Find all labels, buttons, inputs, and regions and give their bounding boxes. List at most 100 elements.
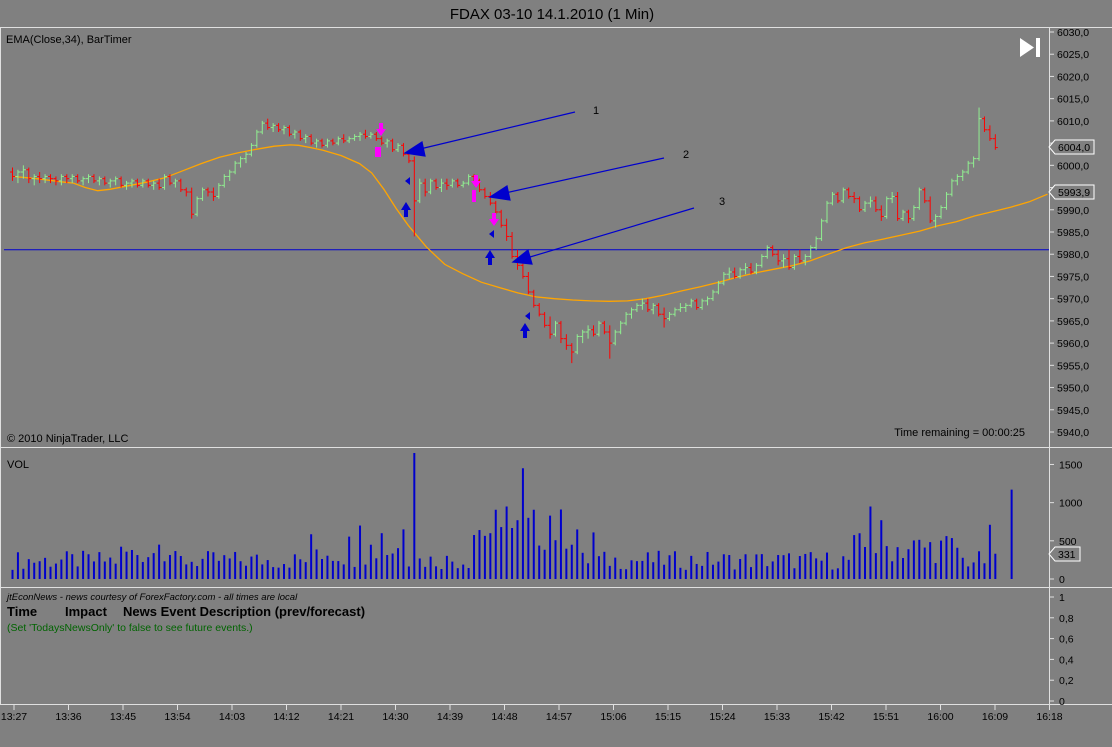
ohlc-bar: [650, 303, 656, 315]
sell-signal-icon: [376, 123, 499, 226]
ohlc-bar: [373, 132, 379, 141]
ohlc-bar: [786, 249, 792, 270]
panel-frames: [0, 27, 1112, 705]
ohlc-bar: [162, 174, 168, 190]
ohlc-bar: [428, 178, 434, 195]
ohlc-bar: [938, 205, 944, 219]
ohlc-bar: [623, 312, 629, 326]
ohlc-bar: [884, 196, 890, 219]
time-tick-label: 16:09: [982, 711, 1008, 723]
ohlc-bar: [189, 187, 195, 219]
ohlc-bar: [862, 200, 868, 212]
ohlc-bar: [172, 178, 178, 188]
ohlc-bar: [667, 312, 673, 321]
price-axis: 6030,06025,06020,06015,06010,06005,06000…: [1049, 27, 1089, 439]
ohlc-bar: [466, 174, 472, 186]
ohlc-bar: [259, 120, 265, 135]
news-header: jtEconNews - news courtesy of ForexFacto…: [5, 592, 298, 603]
svg-text:5993,9: 5993,9: [1058, 187, 1090, 199]
sell-bar-marks: [375, 147, 476, 202]
ohlc-bar: [721, 272, 727, 286]
ohlc-bar: [813, 236, 819, 250]
time-tick-label: 14:21: [328, 711, 354, 723]
time-tick-label: 14:39: [437, 711, 463, 723]
ohlc-bar: [75, 174, 81, 184]
ohlc-bar: [835, 192, 841, 204]
ohlc-bar: [498, 209, 504, 228]
ohlc-bar: [156, 178, 162, 190]
ohlc-bar: [536, 303, 542, 317]
ohlc-bar: [335, 136, 341, 146]
ohlc-bar: [91, 174, 97, 184]
ohlc-bar: [618, 320, 624, 335]
skip-forward-icon[interactable]: [1020, 38, 1040, 57]
indicator-label: EMA(Close,34), BarTimer: [6, 34, 132, 46]
price-tick-label: 5945,0: [1057, 405, 1089, 417]
price-tick-label: 5950,0: [1057, 383, 1089, 395]
ohlc-bar: [819, 218, 825, 241]
time-tick-label: 14:30: [382, 711, 408, 723]
ohlc-bar: [308, 134, 314, 146]
last-volume-tag: 331: [1048, 546, 1081, 562]
ohlc-bar: [167, 174, 173, 186]
ohlc-bar: [960, 169, 966, 181]
chart-title: FDAX 03-10 14.1.2010 (1 Min): [450, 6, 654, 23]
ohlc-bar: [20, 165, 26, 179]
ohlc-bar: [976, 107, 982, 161]
ohlc-bar: [297, 129, 303, 141]
ohlc-bar: [178, 178, 184, 192]
copyright-label: © 2010 NinjaTrader, LLC: [7, 433, 128, 445]
ohlc-bar: [775, 249, 781, 266]
ohlc-bar: [53, 176, 59, 186]
ohlc-bar: [715, 280, 721, 295]
news-hint: (Set 'TodaysNewsOnly' to false to see fu…: [7, 622, 253, 634]
ohlc-bar: [748, 263, 754, 275]
ohlc-bar: [200, 187, 206, 201]
news-col-time: Time: [7, 604, 37, 619]
ohlc-bar: [183, 187, 189, 197]
news-tick-label: 0: [1059, 696, 1065, 708]
ohlc-bar: [791, 254, 797, 270]
ohlc-bar: [905, 209, 911, 224]
news-axis: 1 0,8 0,6 0,4 0,2 0: [1049, 592, 1074, 708]
ohlc-bar: [656, 303, 662, 317]
ema-line: [12, 144, 1048, 302]
annotation-arrow-1: [403, 111, 576, 157]
ohlc-bar: [493, 200, 499, 215]
ohlc-bar: [80, 176, 86, 186]
ohlc-bar: [37, 172, 43, 184]
time-tick-label: 15:51: [873, 711, 899, 723]
ohlc-bar: [368, 132, 374, 139]
ohlc-bar: [96, 176, 102, 186]
ohlc-bar: [422, 178, 428, 197]
ohlc-bar: [487, 192, 493, 206]
ohlc-bar: [607, 325, 613, 359]
ohlc-bar: [10, 167, 15, 181]
ohlc-bar: [759, 254, 765, 268]
price-tick-label: 5960,0: [1057, 338, 1089, 350]
ohlc-bar: [411, 156, 417, 237]
ohlc-bar: [509, 232, 515, 259]
price-tick-label: 5975,0: [1057, 271, 1089, 283]
svg-text:6004,0: 6004,0: [1058, 142, 1090, 154]
ohlc-bar: [840, 187, 846, 204]
volume-tick-label: 1000: [1059, 498, 1083, 510]
annotation-label-3: 3: [719, 196, 725, 208]
ohlc-bar: [661, 307, 667, 328]
ohlc-bar: [867, 196, 873, 208]
ohlc-bar: [563, 334, 569, 350]
ohlc-bar: [553, 320, 558, 337]
ohlc-bar: [743, 263, 749, 275]
ohlc-bar: [42, 174, 48, 184]
ohlc-bar: [873, 196, 879, 212]
ohlc-bar: [916, 187, 922, 210]
ohlc-bar: [808, 245, 814, 259]
ohlc-bar: [270, 123, 276, 132]
annotation-arrow-2: [488, 157, 665, 201]
last-price-tag: 6004,0: [1048, 139, 1095, 155]
annotation-arrow-3: [511, 207, 695, 265]
ohlc-bar: [781, 254, 787, 268]
ohlc-bar: [455, 178, 461, 188]
ohlc-bar: [134, 178, 140, 188]
ohlc-bar: [520, 263, 526, 279]
